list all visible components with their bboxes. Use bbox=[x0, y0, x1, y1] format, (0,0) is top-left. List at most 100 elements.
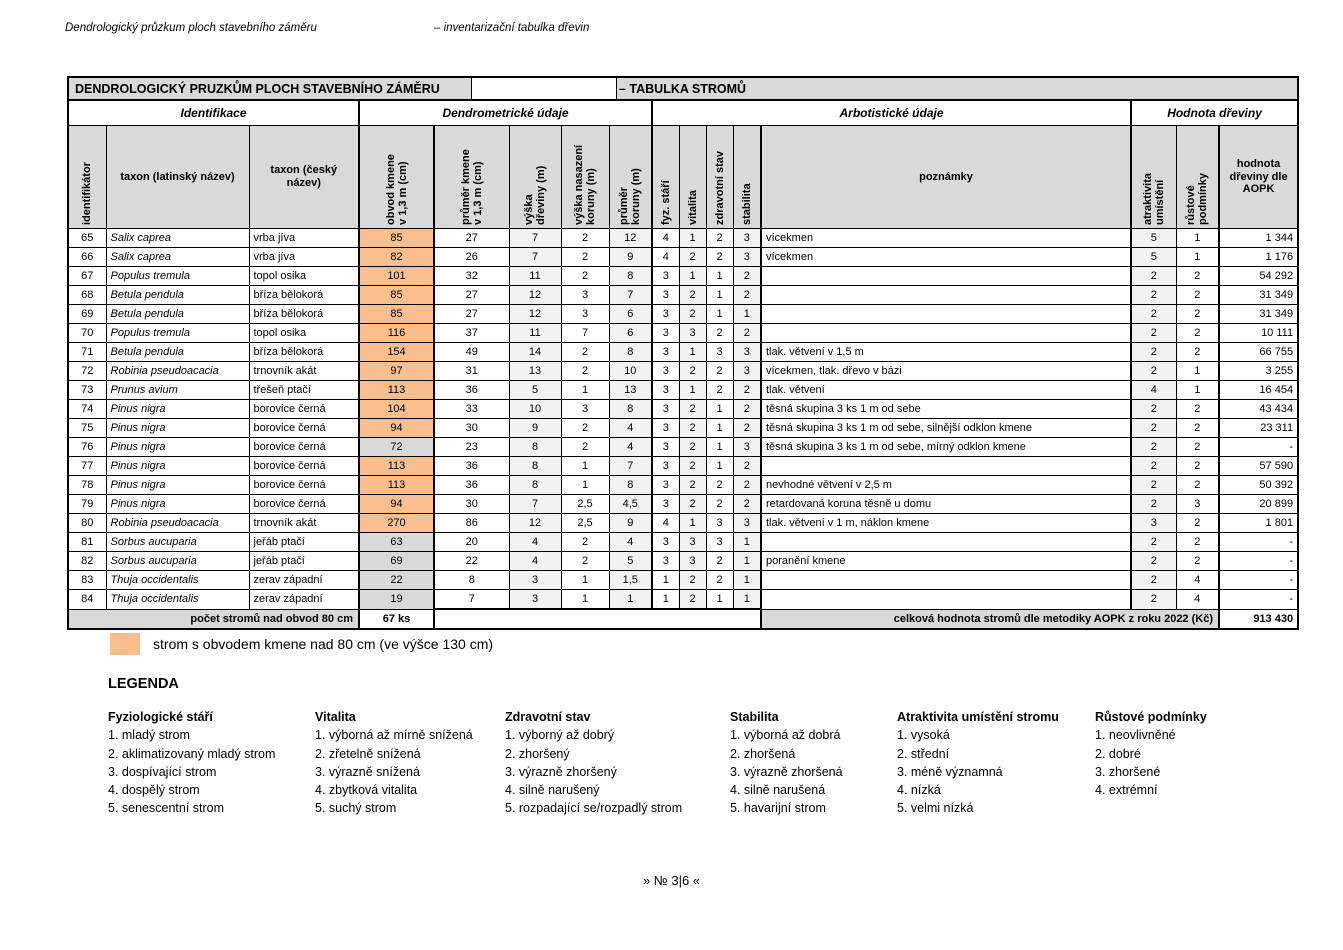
legend-group-title: Růstové podmínky bbox=[1095, 710, 1207, 724]
col-header-taxon-latin: taxon (latinský název) bbox=[105, 125, 250, 229]
cell-fyz: 3 bbox=[651, 399, 680, 419]
cell-hodnota: 50 392 bbox=[1217, 475, 1299, 495]
cell-vitalita: 3 bbox=[678, 323, 707, 343]
legend-title: LEGENDA bbox=[108, 676, 179, 692]
cell-zdravotni: 2 bbox=[705, 494, 734, 514]
col-header-poznamky: poznámky bbox=[760, 125, 1132, 229]
cell-koruna: 4,5 bbox=[608, 494, 653, 514]
cell-latin: Prunus avium bbox=[105, 380, 250, 400]
cell-vitalita: 1 bbox=[678, 342, 707, 362]
legend-group: Fyziologické stáří 1. mladý strom 2. aklim… bbox=[108, 708, 275, 818]
col-header-hodnota-aopk: hodnota dřeviny dle AOPK bbox=[1217, 125, 1299, 229]
cell-poznamky bbox=[760, 589, 1132, 610]
cell-stabilita: 3 bbox=[732, 513, 762, 533]
cell-vyska: 9 bbox=[508, 418, 562, 438]
legend-item: 2. zhoršená bbox=[730, 746, 796, 761]
cell-vitalita: 2 bbox=[678, 399, 707, 419]
legend-group-title: Stabilita bbox=[730, 710, 779, 724]
legend-item: 4. nízká bbox=[897, 783, 941, 798]
cell-prumer: 20 bbox=[433, 532, 510, 552]
cell-latin: Pinus nigra bbox=[105, 437, 250, 457]
cell-nasazeni: 2 bbox=[560, 228, 610, 248]
legend-item: 4. dospělý strom bbox=[108, 783, 200, 798]
cell-koruna: 12 bbox=[608, 228, 653, 248]
cell-koruna: 4 bbox=[608, 437, 653, 457]
cell-prumer: 30 bbox=[433, 418, 510, 438]
cell-vitalita: 1 bbox=[678, 380, 707, 400]
table-row: 67 Populus tremula topol osika 101 32 11 2 8 3 1 1… bbox=[67, 266, 1299, 286]
cell-stabilita: 3 bbox=[732, 247, 762, 267]
cell-nasazeni: 2 bbox=[560, 361, 610, 381]
cell-vyska: 3 bbox=[508, 570, 562, 590]
tree-table: DENDROLOGICKÝ PRUZKŮM PLOCH STAVEBNÍHO Z… bbox=[67, 76, 1300, 630]
cell-id: 66 bbox=[67, 247, 107, 267]
legend-group: Stabilita 1. výborná až dobrá 2. zhoršená 3… bbox=[730, 708, 843, 818]
cell-prumer: 30 bbox=[433, 494, 510, 514]
cell-prumer: 86 bbox=[433, 513, 510, 533]
cell-poznamky: těsná skupina 3 ks 1 m od sebe bbox=[760, 399, 1132, 419]
page-number: » № 3|6 « bbox=[642, 873, 701, 888]
cell-czech: trnovník akát bbox=[248, 361, 360, 381]
cell-czech: borovice černá bbox=[248, 418, 360, 438]
cell-latin: Thuja occidentalis bbox=[105, 589, 250, 610]
cell-rustove: 2 bbox=[1175, 551, 1220, 571]
cell-atraktivita: 2 bbox=[1130, 456, 1177, 476]
legend-item: 1. neovlivněné bbox=[1095, 728, 1176, 743]
cell-hodnota: 16 454 bbox=[1217, 380, 1299, 400]
cell-id: 65 bbox=[67, 228, 107, 248]
cell-rustove: 1 bbox=[1175, 247, 1220, 267]
cell-nasazeni: 2 bbox=[560, 532, 610, 552]
footer-count-label: počet stromů nad obvod 80 cm bbox=[67, 608, 360, 630]
cell-fyz: 3 bbox=[651, 437, 680, 457]
cell-koruna: 7 bbox=[608, 285, 653, 305]
cell-poznamky: nevhodné větvení v 2,5 m bbox=[760, 475, 1132, 495]
cell-vitalita: 1 bbox=[678, 228, 707, 248]
cell-poznamky bbox=[760, 323, 1132, 343]
cell-zdravotni: 2 bbox=[705, 551, 734, 571]
cell-poznamky bbox=[760, 570, 1132, 590]
legend-item: 5. senescentní strom bbox=[108, 801, 225, 816]
cell-stabilita: 2 bbox=[732, 456, 762, 476]
cell-fyz: 3 bbox=[651, 456, 680, 476]
cell-id: 83 bbox=[67, 570, 107, 590]
cell-vitalita: 2 bbox=[678, 437, 707, 457]
legend-group: Atraktivita umístění stromu 1. vysoká 2. s… bbox=[897, 708, 1059, 818]
table-row: 74 Pinus nigra borovice černá 104 33 10 3 8 3 2 1 2… bbox=[67, 399, 1299, 419]
cell-obvod: 104 bbox=[358, 399, 435, 419]
legend-highlight-swatch bbox=[110, 633, 140, 655]
table-title-left: DENDROLOGICKÝ PRUZKŮM PLOCH STAVEBNÍHO Z… bbox=[75, 81, 440, 96]
cell-poznamky: tlak. větvení v 1,5 m bbox=[760, 342, 1132, 362]
cell-id: 70 bbox=[67, 323, 107, 343]
cell-vyska: 12 bbox=[508, 513, 562, 533]
cell-latin: Robinia pseudoacacia bbox=[105, 513, 250, 533]
cell-zdravotni: 3 bbox=[705, 513, 734, 533]
cell-atraktivita: 5 bbox=[1130, 247, 1177, 267]
cell-vyska: 7 bbox=[508, 228, 562, 248]
cell-nasazeni: 1 bbox=[560, 570, 610, 590]
footer-total-value: 913 430 bbox=[1217, 608, 1299, 630]
cell-hodnota: 3 255 bbox=[1217, 361, 1299, 381]
cell-czech: borovice černá bbox=[248, 494, 360, 514]
cell-poznamky: tlak. větvení v 1 m, náklon kmene bbox=[760, 513, 1132, 533]
cell-atraktivita: 2 bbox=[1130, 494, 1177, 514]
cell-obvod: 69 bbox=[358, 551, 435, 571]
table-title-right: – TABULKA STROMŮ bbox=[619, 81, 747, 96]
cell-rustove: 4 bbox=[1175, 589, 1220, 610]
cell-latin: Sorbus aucuparia bbox=[105, 551, 250, 571]
legend-item: 5. suchý strom bbox=[315, 801, 397, 816]
cell-hodnota: 1 801 bbox=[1217, 513, 1299, 533]
cell-obvod: 72 bbox=[358, 437, 435, 457]
legend-item: 4. silně narušený bbox=[505, 783, 600, 798]
cell-prumer: 27 bbox=[433, 285, 510, 305]
cell-vitalita: 2 bbox=[678, 570, 707, 590]
cell-nasazeni: 3 bbox=[560, 304, 610, 324]
cell-zdravotni: 1 bbox=[705, 285, 734, 305]
cell-poznamky: těsná skupina 3 ks 1 m od sebe, silnější… bbox=[760, 418, 1132, 438]
tree-inventory-table: DENDROLOGICKÝ PRUZKŮM PLOCH STAVEBNÍHO Z… bbox=[67, 76, 1300, 630]
cell-stabilita: 1 bbox=[732, 589, 762, 610]
cell-obvod: 101 bbox=[358, 266, 435, 286]
cell-fyz: 3 bbox=[651, 418, 680, 438]
cell-latin: Pinus nigra bbox=[105, 399, 250, 419]
legend-item: 1. výborná až dobrá bbox=[730, 728, 841, 743]
col-header-zdravotni-stav: zdravotní stav bbox=[705, 125, 734, 229]
